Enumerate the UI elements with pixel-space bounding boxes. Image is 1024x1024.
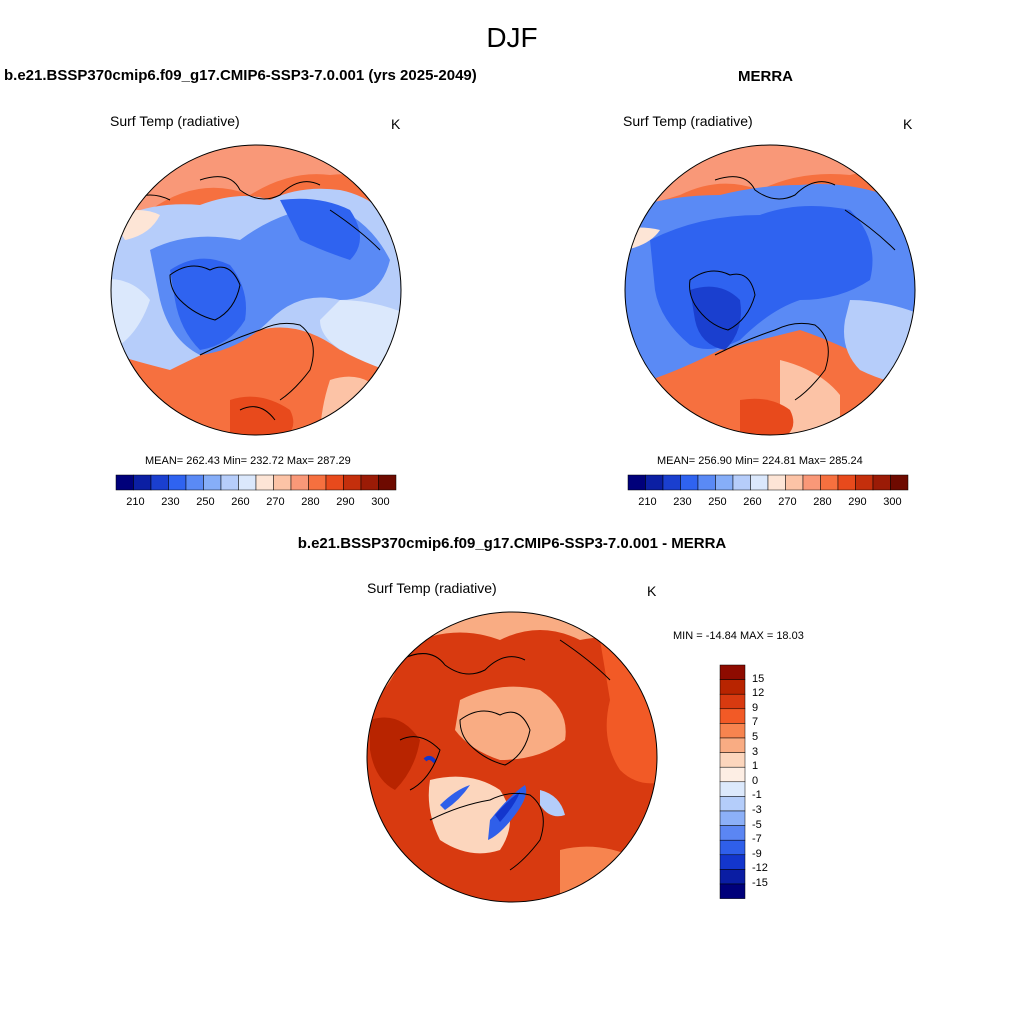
diff-panel-title: b.e21.BSSP370cmip6.f09_g17.CMIP6-SSP3-7.… xyxy=(297,535,727,552)
colorbar-swatch xyxy=(719,869,746,885)
figure-title: DJF xyxy=(486,22,538,53)
model-variable-label: Surf Temp (radiative) xyxy=(110,113,240,129)
colorbar-swatch xyxy=(719,679,746,695)
colorbar-swatch xyxy=(719,737,746,753)
colorbar-swatch xyxy=(719,752,746,768)
colorbar-tick-label: 12 xyxy=(752,687,765,700)
colorbar-tick-label: -1 xyxy=(752,789,762,802)
colorbar-swatch xyxy=(719,766,746,783)
colorbar-tick-label: 250 xyxy=(708,496,727,508)
diff-variable-label: Surf Temp (radiative) xyxy=(367,580,497,596)
colorbar-swatch xyxy=(719,664,746,680)
colorbar-swatch xyxy=(719,781,746,797)
colorbar-tick-label: 290 xyxy=(848,496,867,508)
colorbar-swatch xyxy=(719,796,746,812)
colorbar-tick-label: -7 xyxy=(752,833,762,846)
colorbar-tick-label: 300 xyxy=(371,496,390,508)
colorbar-tick-label: 300 xyxy=(883,496,902,508)
colorbar-swatch xyxy=(719,825,746,841)
colorbar-swatch xyxy=(378,474,397,491)
colorbar-tick-label: 260 xyxy=(743,496,762,508)
colorbar-tick-label: 290 xyxy=(336,496,355,508)
colorbar-tick-label: 5 xyxy=(752,731,759,743)
colorbar-tick-label: 15 xyxy=(752,672,765,685)
colorbar-tick-label: -3 xyxy=(752,804,762,816)
colorbar-swatch xyxy=(890,474,909,491)
colorbar-tick-label: 7 xyxy=(752,716,759,729)
colorbar-tick-label: -12 xyxy=(752,862,768,875)
obs-panel-title: MERRA xyxy=(738,68,793,85)
colorbar-swatch xyxy=(719,723,746,739)
colorbar-tick-label: 260 xyxy=(231,496,250,508)
model-units-label: K xyxy=(391,116,401,132)
obs-colorbar xyxy=(627,474,909,491)
colorbar-tick-label: 210 xyxy=(638,496,657,508)
colorbar-tick-label: 250 xyxy=(196,496,215,508)
model-colorbar xyxy=(115,474,397,491)
colorbar-swatch xyxy=(719,810,746,826)
colorbar-tick-label: 9 xyxy=(752,701,759,714)
obs-stats: MEAN= 256.90 Min= 224.81 Max= 285.24 xyxy=(657,455,863,467)
colorbar-tick-label: 230 xyxy=(673,496,692,508)
diff-stats: MIN = -14.84 MAX = 18.03 xyxy=(673,630,804,642)
colorbar-swatch xyxy=(719,854,746,870)
diff-units-label: K xyxy=(647,583,657,599)
colorbar-tick-label: 270 xyxy=(778,496,797,508)
colorbar-tick-label: -5 xyxy=(752,818,762,831)
model-panel-title: b.e21.BSSP370cmip6.f09_g17.CMIP6-SSP3-7.… xyxy=(4,67,477,84)
colorbar-tick-label: 280 xyxy=(813,496,832,508)
colorbar-tick-label: 280 xyxy=(301,496,320,508)
colorbar-swatch xyxy=(719,839,746,856)
colorbar-tick-label: 210 xyxy=(126,496,145,508)
colorbar-tick-label: -9 xyxy=(752,847,762,860)
colorbar-swatch xyxy=(719,708,746,724)
colorbar-tick-label: 1 xyxy=(752,760,759,773)
colorbar-tick-label: 230 xyxy=(161,496,180,508)
colorbar-swatch xyxy=(719,883,746,899)
obs-units-label: K xyxy=(903,116,913,132)
colorbar-tick-label: 3 xyxy=(752,745,759,758)
model-stats: MEAN= 262.43 Min= 232.72 Max= 287.29 xyxy=(145,455,351,467)
diff-colorbar xyxy=(719,664,746,899)
colorbar-tick-label: 0 xyxy=(752,774,759,787)
colorbar-swatch xyxy=(719,693,746,710)
colorbar-tick-label: -15 xyxy=(752,877,768,889)
obs-variable-label: Surf Temp (radiative) xyxy=(623,113,753,129)
colorbar-tick-label: 270 xyxy=(266,496,285,508)
